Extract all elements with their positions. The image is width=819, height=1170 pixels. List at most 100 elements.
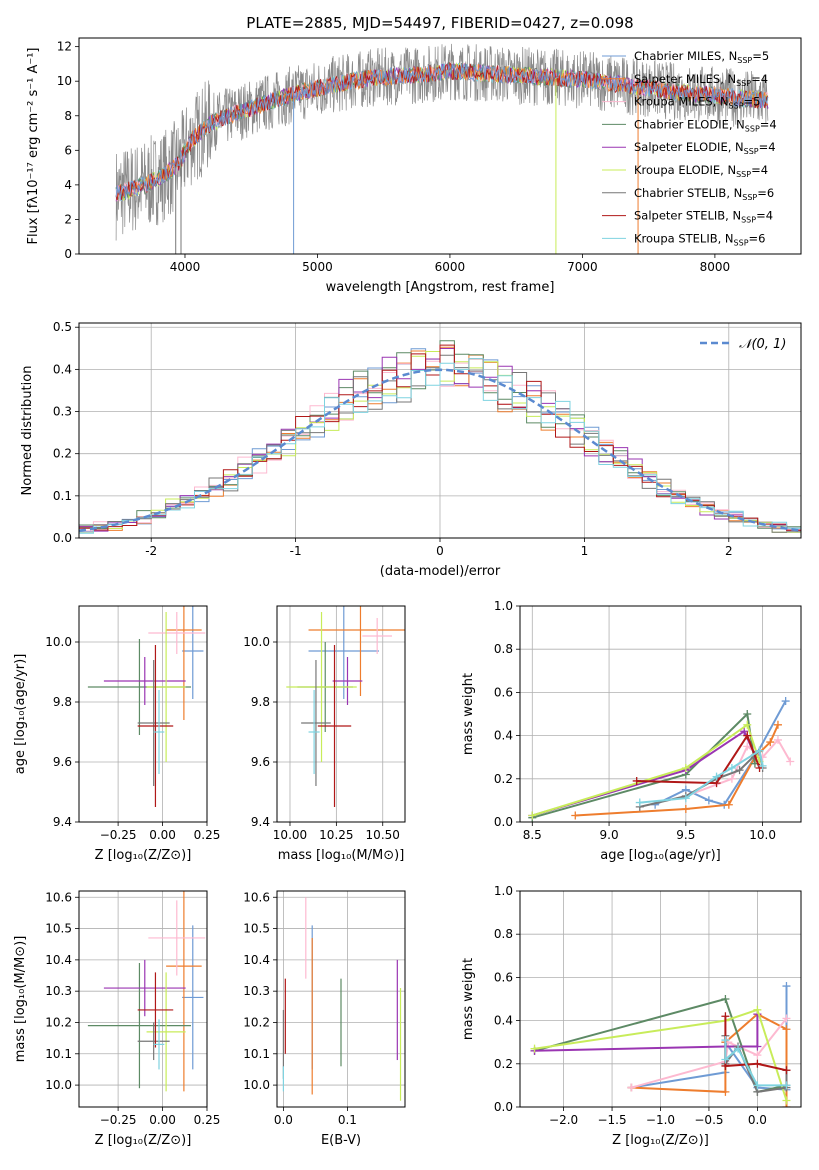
x-tick-label: -2	[145, 544, 157, 558]
weight-marker-5	[743, 720, 752, 729]
legend-label: Kroupa MILES, NSSP=5	[634, 95, 760, 111]
plot-area	[79, 340, 801, 538]
y-tick-label: 0.4	[494, 729, 513, 743]
weight-line-5	[532, 723, 761, 817]
x-axis-label: wavelength [Angstrom, rest frame]	[326, 280, 555, 295]
x-tick-label: 9.5	[676, 828, 695, 842]
y-tick-label: 10.1	[45, 1047, 72, 1061]
x-tick-label: −0.25	[100, 828, 137, 842]
plot-area	[530, 982, 791, 1107]
y-tick-label: 10.6	[45, 890, 72, 904]
y-axis-label: Flux [fλ10⁻¹⁷ erg cm⁻² s⁻¹ A⁻¹]	[26, 48, 41, 245]
x-tick-label: −1.0	[646, 1113, 675, 1127]
y-tick-label: 10.0	[243, 1078, 270, 1092]
weight-marker-1	[681, 805, 690, 814]
weight-marker-1	[782, 1025, 791, 1034]
legend: 𝒩(0, 1)	[700, 337, 786, 352]
histogram-series-8	[79, 358, 801, 538]
axes-frame	[78, 605, 208, 823]
weight-marker-8	[782, 1081, 791, 1090]
y-tick-label: 0.0	[494, 1100, 513, 1114]
weight-marker-2	[753, 1051, 762, 1060]
x-tick-label: 0.1	[338, 1113, 357, 1127]
weight-marker-4	[740, 727, 749, 736]
y-tick-label: 0.2	[53, 447, 72, 461]
mass_vs_Z-panel: −0.25 0.00 0.25 10.0 10.1 10.2 10.3 10.4 10.5 10.…	[13, 890, 220, 1148]
y-tick-label: 0.4	[53, 362, 72, 376]
x-tick-label: 1	[581, 544, 589, 558]
x-tick-label: 8.5	[523, 828, 542, 842]
weight-marker-8	[721, 1055, 730, 1064]
plot-area	[528, 697, 795, 822]
legend-label: Kroupa ELODIE, NSSP=4	[634, 163, 768, 179]
weight-marker-3	[721, 995, 730, 1003]
weight-marker-8	[734, 1044, 743, 1053]
y-tick-label: 0.8	[494, 927, 513, 941]
y-tick-label: 10.4	[243, 953, 270, 967]
weight-marker-8	[753, 1081, 762, 1090]
weight-marker-5	[530, 1044, 539, 1053]
x-tick-label: 5000	[302, 260, 333, 274]
y-tick-label: 0.2	[494, 1057, 513, 1071]
weight-marker-1	[721, 1087, 730, 1096]
x-axis-label: Z [log₁₀(Z/Z⊙)]	[612, 1133, 709, 1148]
x-tick-label: 10.0	[749, 828, 776, 842]
figure-title: PLATE=2885, MJD=54497, FIBERID=0427, z=0…	[246, 14, 633, 32]
x-tick-label: 10.25	[319, 828, 353, 842]
y-tick-label: 9.8	[53, 695, 72, 709]
weight-marker-5	[782, 1096, 791, 1105]
x-tick-label: 6000	[435, 260, 466, 274]
plot-area	[286, 606, 405, 807]
weight-marker-2	[786, 757, 795, 766]
y-tick-label: 10.3	[45, 984, 72, 998]
weight-marker-7	[753, 1059, 762, 1068]
y-axis-label: mass weight	[461, 673, 476, 755]
spectrum-panel: 4000 5000 6000 7000 8000 0 2 4 6 8 10 12 wavelength …	[26, 37, 802, 295]
y-tick-label: 10.1	[243, 1047, 270, 1061]
model-spectrum-line-0	[115, 63, 769, 201]
x-tick-label: −2.0	[549, 1113, 578, 1127]
x-tick-label: 0	[436, 544, 444, 558]
y-tick-label: 9.6	[53, 755, 72, 769]
observed-spectrum-line	[115, 43, 769, 241]
plot-area	[282, 897, 402, 1101]
gaussian-reference-curve	[79, 368, 801, 532]
x-tick-label: −0.25	[100, 1113, 137, 1127]
weight-marker-5	[681, 764, 690, 772]
y-tick-label: 10.0	[45, 635, 72, 649]
x-axis-label: mass [log₁₀(M/M⊙)]	[278, 848, 405, 863]
weight-marker-1	[571, 811, 580, 820]
x-axis-label: (data-model)/error	[380, 564, 501, 579]
weight-marker-0	[782, 982, 791, 991]
weight-marker-8	[727, 764, 736, 772]
x-tick-label: -1	[290, 544, 302, 558]
y-tick-label: 9.6	[251, 755, 270, 769]
weight-marker-6	[735, 766, 744, 775]
legend-label: Salpeter ELODIE, NSSP=4	[634, 140, 776, 156]
weight-marker-8	[755, 746, 764, 755]
weight-marker-8	[721, 1036, 730, 1045]
y-tick-label: 10.3	[243, 984, 270, 998]
weight-marker-8	[712, 772, 721, 781]
x-tick-label: −0.5	[694, 1113, 723, 1127]
y-tick-label: 0.6	[494, 685, 513, 699]
y-tick-label: 1.0	[494, 599, 513, 613]
weight-marker-4	[753, 1042, 762, 1051]
legend-label: Kroupa STELIB, NSSP=6	[634, 231, 765, 247]
plot-area	[115, 43, 769, 254]
x-tick-label: 0.0	[274, 1113, 293, 1127]
y-tick-label: 0.8	[494, 642, 513, 656]
y-tick-label: 8	[64, 109, 72, 123]
plot-area	[87, 606, 206, 807]
weight-marker-8	[635, 798, 644, 807]
x-tick-label: 4000	[170, 260, 201, 274]
weight-marker-7	[743, 731, 752, 740]
y-tick-label: 12	[57, 40, 72, 54]
legend-label: Salpeter MILES, NSSP=4	[634, 72, 768, 88]
y-tick-label: 9.8	[251, 695, 270, 709]
y-tick-label: 10.0	[243, 635, 270, 649]
axes-frame	[519, 605, 802, 823]
legend-label: Chabrier MILES, NSSP=5	[634, 49, 769, 65]
axes-frame	[276, 890, 406, 1108]
